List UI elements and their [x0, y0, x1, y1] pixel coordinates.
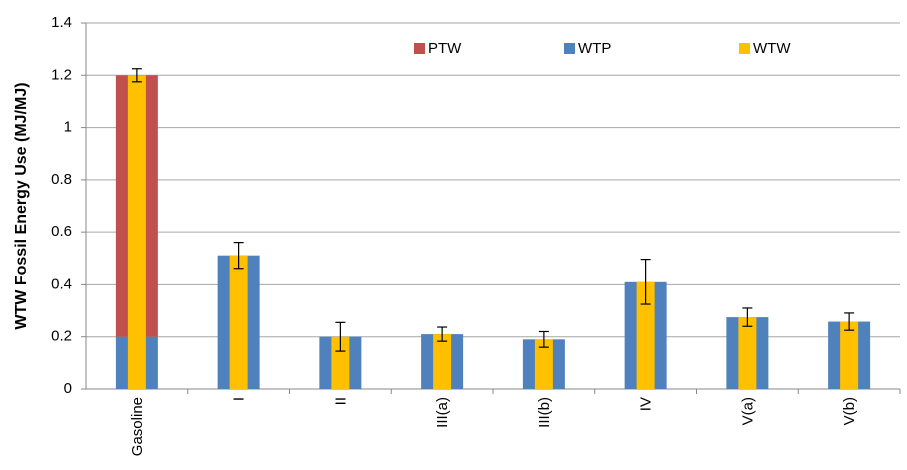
overlay-bar	[331, 336, 350, 389]
overlay-bar	[229, 255, 248, 389]
x-tick-label: IV	[638, 397, 655, 411]
x-tick-label: V(b)	[841, 397, 858, 425]
legend-label: WTP	[578, 40, 611, 57]
error-bar	[742, 307, 753, 327]
error-bar	[538, 330, 549, 348]
overlay-bar	[840, 321, 859, 389]
y-tick-label: 0.6	[51, 223, 72, 240]
legend-swatch	[739, 43, 750, 54]
error-bar	[335, 321, 346, 352]
legend-swatch	[564, 43, 575, 54]
x-tick-label: III(b)	[536, 397, 553, 428]
legend-label: WTW	[753, 40, 791, 57]
y-tick-label: 1.2	[51, 66, 72, 83]
overlay-bar	[636, 281, 655, 389]
overlay-bar	[738, 317, 757, 389]
x-tick-label: Gasoline	[129, 397, 146, 456]
x-tick-label: V(a)	[739, 397, 756, 425]
x-tick-label: I	[231, 397, 248, 401]
overlay-bar	[534, 339, 553, 389]
y-tick-label: 0	[64, 380, 72, 397]
legend-swatch	[414, 43, 425, 54]
overlay-bar	[433, 334, 452, 389]
y-tick-label: 0.4	[51, 275, 72, 292]
y-tick-label: 1.4	[51, 14, 72, 31]
x-tick-label: III(a)	[434, 397, 451, 428]
error-bar	[233, 242, 244, 270]
y-tick-label: 1	[64, 119, 72, 136]
overlay-bar	[127, 75, 146, 390]
error-bar	[640, 258, 651, 305]
y-tick-label: 0.2	[51, 328, 72, 345]
y-tick-label: 0.8	[51, 171, 72, 188]
legend-label: PTW	[428, 40, 462, 57]
y-axis-label: WTW Fossil Energy Use (MJ/MJ)	[13, 82, 30, 329]
error-bar	[437, 326, 448, 342]
error-bar	[844, 312, 855, 331]
x-tick-label: II	[332, 397, 349, 405]
error-bar	[131, 68, 142, 83]
